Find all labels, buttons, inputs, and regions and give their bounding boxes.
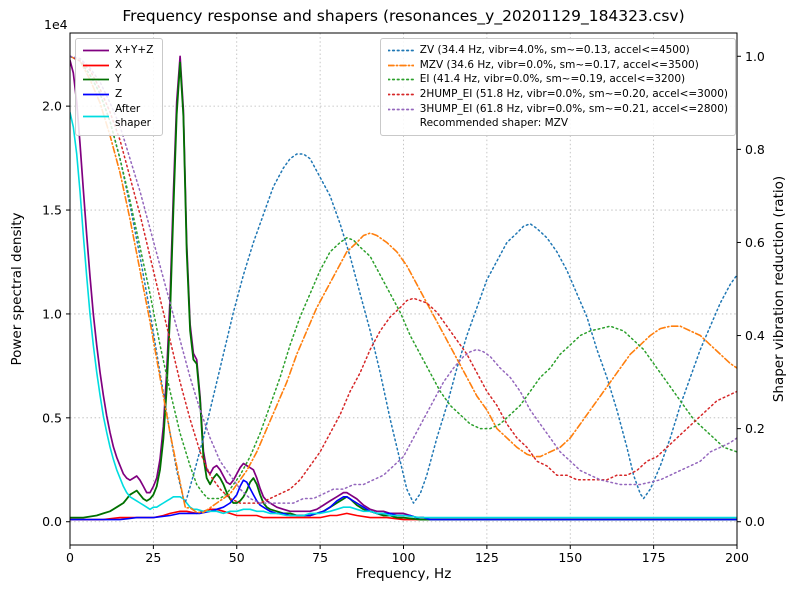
- y-axis-offset-label: 1e4: [44, 17, 68, 32]
- shaper-legend-rows: ZV (34.4 Hz, vibr=4.0%, sm~=0.13, accel<…: [387, 43, 728, 117]
- psd-legend-item: X+Y+Z: [83, 43, 155, 58]
- right-y-tick-label: 0.2: [745, 421, 765, 436]
- legend-line-sample: [83, 49, 109, 52]
- legend-line-sample: [83, 64, 109, 66]
- shaper-legend-item-label: EI (41.4 Hz, vibr=0.0%, sm~=0.19, accel<…: [419, 73, 686, 86]
- shaper-legend-item-label: 2HUMP_EI (51.8 Hz, vibr=0.0%, sm~=0.20, …: [419, 88, 728, 101]
- shaper-legend-item-label: 3HUMP_EI (61.8 Hz, vibr=0.0%, sm~=0.21, …: [419, 102, 728, 115]
- left-y-tick-label: 0.0: [42, 514, 62, 529]
- legend-line-sample: [387, 108, 414, 110]
- right-y-tick-label: 0.4: [745, 328, 765, 343]
- legend-line-sample: [83, 115, 109, 118]
- series-y-line: [70, 61, 737, 521]
- series-x-y-z-line: [70, 55, 737, 521]
- x-tick-label: 50: [229, 550, 245, 565]
- shaper-legend-item: EI (41.4 Hz, vibr=0.0%, sm~=0.19, accel<…: [387, 72, 728, 87]
- x-tick-label: 100: [392, 550, 416, 565]
- x-tick-label: 150: [558, 550, 582, 565]
- right-y-axis-label: Shaper vibration reduction (ratio): [771, 175, 787, 403]
- psd-legend-item-label: Y: [115, 73, 122, 86]
- psd-legend-item-label: X+Y+Z: [115, 44, 154, 56]
- psd-legend-item-label: X: [115, 58, 123, 71]
- shaper-legend-item: 3HUMP_EI (61.8 Hz, vibr=0.0%, sm~=0.21, …: [387, 102, 728, 117]
- shaper-legend-item-label: MZV (34.6 Hz, vibr=0.0%, sm~=0.17, accel…: [419, 58, 699, 71]
- psd-legend-item: Z: [83, 87, 155, 102]
- series-group: [70, 55, 737, 521]
- psd-legend-item: X: [83, 58, 155, 73]
- left-y-tick-label: 1.5: [42, 203, 62, 218]
- legend-line-sample: [83, 93, 109, 96]
- x-tick-label: 175: [642, 550, 666, 565]
- series-ei-line: [70, 55, 737, 500]
- left-y-axis-label: Power spectral density: [9, 212, 25, 366]
- x-tick-label: 25: [145, 550, 161, 565]
- x-tick-label: 75: [312, 550, 328, 565]
- series-x-line: [70, 508, 737, 521]
- psd-legend-item: Y: [83, 72, 155, 87]
- psd-legend: X+Y+Z X Y Z After shaper: [75, 38, 163, 137]
- series-2hump_ei-line: [70, 55, 737, 504]
- left-y-tick-label: 1.0: [42, 306, 62, 321]
- right-y-tick-label: 0.6: [745, 235, 765, 250]
- series-3hump_ei-line: [70, 55, 737, 504]
- left-y-tick-label: 2.0: [42, 99, 62, 114]
- legend-line-sample: [83, 78, 109, 81]
- psd-legend-rows: X+Y+Z X Y Z After shaper: [83, 43, 155, 131]
- x-tick-label: 125: [475, 550, 499, 565]
- shaper-legend: ZV (34.4 Hz, vibr=4.0%, sm~=0.13, accel<…: [379, 38, 736, 137]
- recommended-shaper-note: Recommended shaper: MZV: [419, 117, 569, 130]
- right-y-tick-label: 0.8: [745, 142, 765, 157]
- psd-legend-item-label: Z: [115, 88, 123, 101]
- shaper-legend-item: MZV (34.6 Hz, vibr=0.0%, sm~=0.17, accel…: [387, 58, 728, 73]
- chart-title: Frequency response and shapers (resonanc…: [122, 7, 685, 25]
- legend-line-sample: [387, 49, 414, 52]
- x-tick-label: 200: [725, 550, 749, 565]
- shaper-legend-item: ZV (34.4 Hz, vibr=4.0%, sm~=0.13, accel<…: [387, 43, 728, 58]
- psd-legend-item-label: After shaper: [115, 102, 152, 130]
- x-axis-label: Frequency, Hz: [355, 566, 452, 582]
- x-tick-label: 0: [66, 550, 74, 565]
- shaper-legend-item-label: ZV (34.4 Hz, vibr=4.0%, sm~=0.13, accel<…: [419, 44, 690, 56]
- right-y-tick-label: 0.0: [745, 514, 765, 529]
- left-y-tick-label: 0.5: [42, 410, 62, 425]
- psd-legend-item: After shaper: [83, 102, 155, 131]
- legend-line-sample: [387, 93, 414, 96]
- series-mzv-line: [70, 55, 737, 514]
- series-after-shaper-line: [70, 111, 737, 519]
- legend-line-sample: [387, 78, 414, 81]
- legend-line-sample: [387, 64, 414, 66]
- right-y-tick-label: 1.0: [745, 49, 765, 64]
- shaper-legend-item: 2HUMP_EI (51.8 Hz, vibr=0.0%, sm~=0.20, …: [387, 87, 728, 102]
